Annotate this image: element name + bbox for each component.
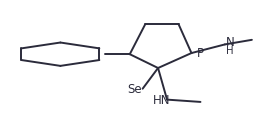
- Text: N: N: [225, 36, 234, 48]
- Text: HN: HN: [153, 93, 171, 106]
- Text: P: P: [197, 46, 204, 59]
- Text: H: H: [226, 46, 234, 56]
- Text: Se: Se: [127, 82, 142, 95]
